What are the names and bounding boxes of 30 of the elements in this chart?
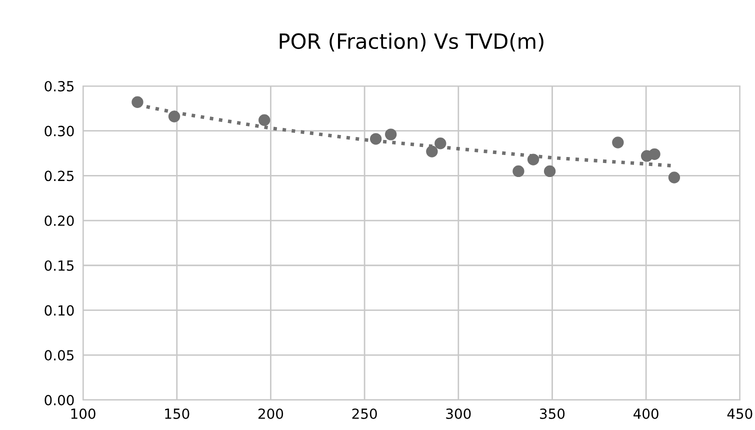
y-tick-label: 0.20 (44, 215, 74, 226)
point (370, 133, 382, 145)
point (384, 128, 397, 140)
y-tick-label: 0.00 (44, 394, 74, 406)
x-tick-label: 350 (540, 408, 565, 419)
chart-title: POR (Fraction) Vs TVD(m) (280, 32, 544, 52)
point (668, 172, 680, 184)
point (527, 154, 540, 166)
x-tick-label: 100 (71, 408, 96, 419)
y-tick-label: 0.30 (44, 126, 74, 136)
point (434, 138, 446, 150)
point (168, 110, 180, 122)
x-tick-label: 400 (633, 408, 658, 419)
point (512, 165, 524, 178)
point (648, 148, 660, 160)
y-tick-label: 0.05 (44, 350, 74, 361)
point (612, 136, 624, 148)
y-tick-label: 0.35 (44, 80, 74, 92)
y-tick-label: 0.10 (44, 305, 74, 316)
x-tick-label: 250 (352, 408, 377, 419)
point (132, 96, 144, 108)
x-tick-label: 150 (165, 408, 190, 419)
x-tick-label: 200 (258, 408, 284, 419)
point (426, 146, 438, 158)
point (544, 165, 556, 178)
x-tick-label: 300 (446, 408, 471, 419)
x-tick-label: 450 (727, 408, 752, 419)
y-tick-label: 0.25 (44, 170, 74, 182)
point (258, 114, 270, 126)
y-tick-label: 0.15 (44, 260, 74, 271)
